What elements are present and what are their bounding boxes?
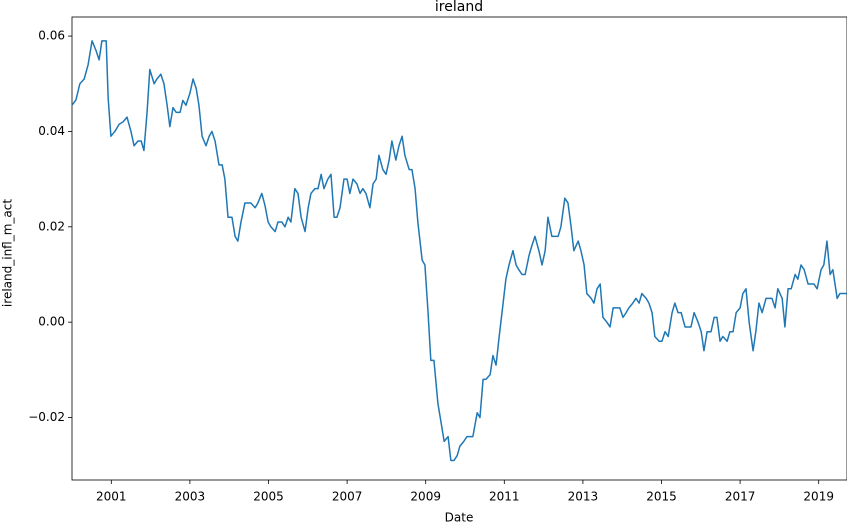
x-tick-label: 2009 <box>410 490 441 504</box>
x-tick-label: 2005 <box>253 490 284 504</box>
x-tick-label: 2019 <box>803 490 834 504</box>
x-tick-label: 2011 <box>489 490 520 504</box>
line <box>71 40 847 462</box>
plot-area <box>71 16 847 481</box>
x-tick-label: 2015 <box>646 490 677 504</box>
x-tick-label: 2001 <box>96 490 127 504</box>
chart-title: ireland <box>435 0 483 15</box>
x-tick-label: 2003 <box>175 490 206 504</box>
x-tick-label: 2013 <box>568 490 599 504</box>
y-axis-label: ireland_infl_m_act <box>1 199 15 307</box>
y-tick-label: 0.02 <box>38 219 65 233</box>
x-tick-label: 2017 <box>725 490 756 504</box>
y-tick-label: 0.00 <box>38 315 65 329</box>
x-axis-label: Date <box>445 511 474 525</box>
x-tick-label: 2007 <box>332 490 363 504</box>
y-tick-label: 0.04 <box>38 124 65 138</box>
y-tick-label: 0.06 <box>38 29 65 43</box>
y-tick-label: −0.02 <box>28 410 65 424</box>
